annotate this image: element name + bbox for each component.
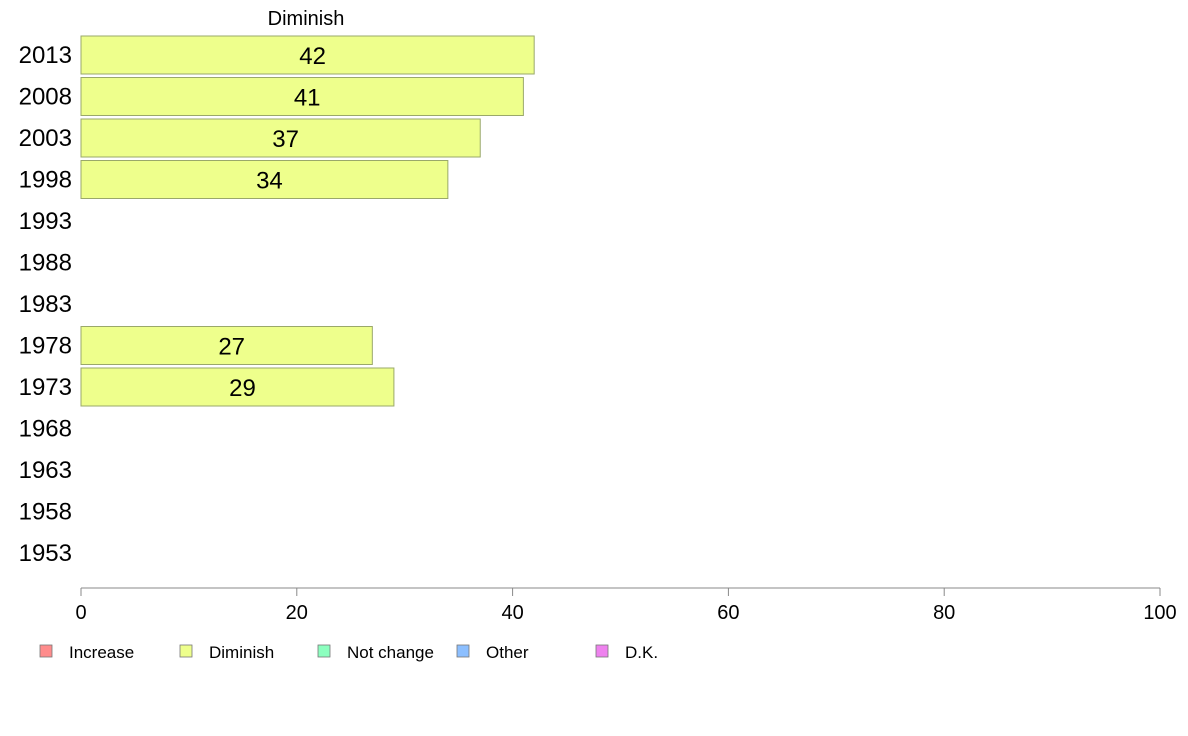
bar-value-label-2003: 37 — [272, 126, 299, 153]
legend-label-0: Increase — [69, 643, 134, 662]
bar-value-label-2013: 42 — [299, 43, 326, 70]
bar-value-label-1998: 34 — [256, 168, 283, 195]
x-tick-label-100: 100 — [1143, 602, 1176, 624]
legend-label-2: Not change — [347, 643, 434, 662]
bar-group: 42 41 37 34 27 29 — [80, 35, 535, 407]
legend-label-3: Other — [486, 643, 529, 662]
legend-swatch-3 — [456, 644, 470, 658]
x-axis: 0 20 40 60 80 100 — [75, 587, 1177, 624]
chart-title: Diminish — [268, 8, 345, 30]
category-label-2003: 2003 — [19, 125, 72, 152]
x-tick-label-20: 20 — [286, 602, 308, 624]
bar-2013 — [80, 35, 535, 75]
bar-value-label-1973: 29 — [229, 375, 256, 402]
legend-swatch-4 — [595, 644, 609, 658]
category-labels: 2013 2008 2003 1998 1993 1988 1983 1978 1973 1968… — [19, 42, 72, 567]
bar-2003 — [80, 118, 481, 158]
bar-1978 — [80, 326, 373, 365]
legend-swatch-0 — [39, 644, 53, 658]
bar-1998 — [80, 160, 449, 199]
x-tick-label-0: 0 — [75, 602, 86, 624]
bar-value-label-1978: 27 — [218, 334, 245, 361]
category-label-1958: 1958 — [19, 499, 72, 526]
bar-2008 — [80, 77, 524, 116]
legend-label-4: D.K. — [625, 643, 658, 662]
category-label-1963: 1963 — [19, 457, 72, 484]
category-label-1998: 1998 — [19, 167, 72, 194]
x-tick-label-40: 40 — [501, 602, 523, 624]
category-label-1973: 1973 — [19, 374, 72, 401]
legend-label-1: Diminish — [209, 643, 274, 662]
x-tick-label-80: 80 — [933, 602, 955, 624]
legend-swatch-2 — [317, 644, 331, 658]
category-label-1983: 1983 — [19, 291, 72, 318]
category-label-1978: 1978 — [19, 333, 72, 360]
category-label-1968: 1968 — [19, 416, 72, 443]
x-tick-label-60: 60 — [717, 602, 739, 624]
legend-swatch-1 — [179, 644, 193, 658]
legend: Increase Diminish Not change Other D.K. — [39, 643, 658, 662]
bar-1973 — [80, 367, 395, 407]
category-label-1988: 1988 — [19, 250, 72, 277]
category-label-1953: 1953 — [19, 540, 72, 567]
category-label-1993: 1993 — [19, 208, 72, 235]
bar-value-label-2008: 41 — [294, 85, 321, 112]
category-label-2013: 2013 — [19, 42, 72, 69]
category-label-2008: 2008 — [19, 84, 72, 111]
